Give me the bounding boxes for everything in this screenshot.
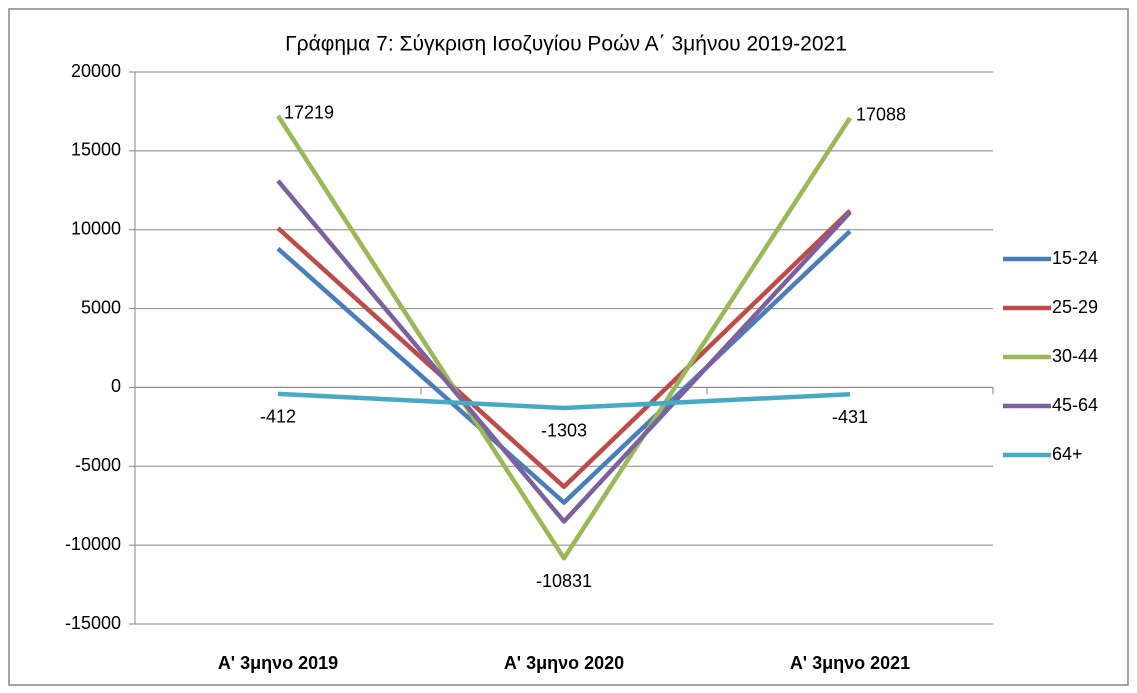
data-label: -1303 — [541, 421, 587, 441]
series-line — [276, 114, 852, 561]
legend-label: 25-29 — [1052, 297, 1098, 317]
series-line — [276, 209, 852, 490]
y-tick-label: 10000 — [71, 218, 121, 238]
data-label: -412 — [260, 407, 296, 427]
series-line — [276, 229, 852, 505]
chart-border — [8, 8, 1129, 686]
legend-label: 64+ — [1052, 444, 1083, 464]
y-tick-label: -15000 — [65, 613, 121, 633]
data-label: 17088 — [856, 105, 906, 125]
x-tick-label: Α' 3μηνο 2019 — [218, 653, 338, 673]
y-tick-label: 5000 — [81, 297, 121, 317]
data-label: -431 — [832, 407, 868, 427]
y-tick-label: 0 — [111, 376, 121, 396]
series-line — [276, 179, 852, 524]
y-tick-label: -10000 — [65, 534, 121, 554]
data-label: -10831 — [536, 571, 592, 591]
x-tick-label: Α' 3μηνο 2021 — [790, 653, 910, 673]
legend-label: 30-44 — [1052, 346, 1098, 366]
x-tick-label: Α' 3μηνο 2020 — [504, 653, 624, 673]
chart-title: Γράφημα 7: Σύγκριση Ισοζυγίου Ροών Α΄ 3μ… — [285, 33, 847, 56]
data-label: 17219 — [284, 103, 334, 123]
y-tick-label: -5000 — [75, 455, 121, 475]
y-tick-label: 20000 — [71, 61, 121, 81]
series-line — [277, 391, 851, 411]
legend-label: 15-24 — [1052, 248, 1098, 268]
legend-label: 45-64 — [1052, 395, 1098, 415]
y-tick-label: 15000 — [71, 140, 121, 160]
